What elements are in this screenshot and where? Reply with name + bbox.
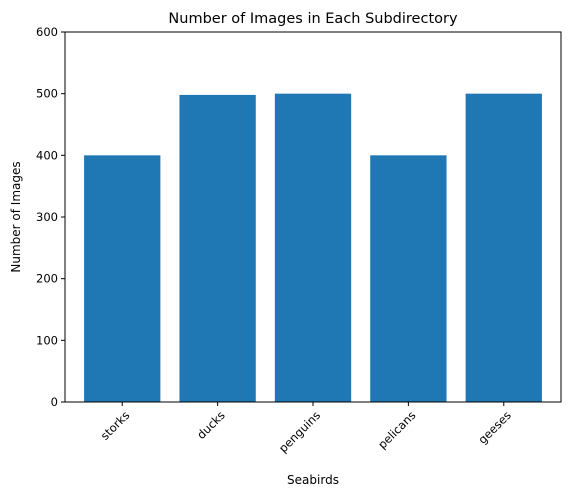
y-tick-label: 500 (36, 87, 58, 101)
y-tick-label: 0 (51, 395, 58, 409)
x-axis-ticks: storks ducks penguins pelicans geeses (98, 402, 514, 455)
x-tick-label: geeses (475, 408, 514, 447)
x-axis-label: Seabirds (287, 473, 339, 487)
y-tick-label: 600 (36, 25, 58, 39)
x-tick-label: ducks (194, 408, 228, 442)
y-tick-label: 200 (36, 272, 58, 286)
y-axis-ticks: 0 100 200 300 400 500 600 (36, 25, 65, 409)
bar-penguins (274, 93, 352, 403)
y-tick-label: 100 (36, 333, 58, 347)
x-tick-label: penguins (276, 408, 323, 455)
bar-geeses (465, 93, 542, 403)
y-tick-label: 300 (36, 210, 58, 224)
bar-pelicans (370, 155, 447, 402)
plot-frame (64, 31, 562, 403)
x-tick-label: storks (98, 408, 133, 443)
bar-ducks (179, 94, 256, 403)
chart-title: Number of Images in Each Subdirectory (168, 11, 458, 27)
y-axis-label: Number of Images (9, 161, 23, 272)
x-tick-label: pelicans (375, 408, 418, 451)
bar-storks (84, 155, 161, 402)
y-tick-label: 400 (36, 148, 58, 162)
bars-group (84, 93, 542, 403)
